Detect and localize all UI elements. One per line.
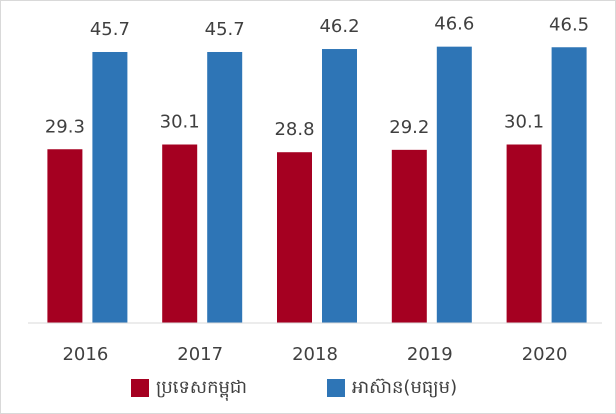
- data-label: 46.6: [434, 14, 474, 35]
- data-label: 30.1: [504, 112, 544, 133]
- data-label: 29.2: [389, 117, 429, 138]
- legend-swatch: [131, 379, 149, 397]
- x-tick-label: 2016: [62, 344, 108, 365]
- legend-label: អាស៊ាន(មធ្យម): [352, 377, 457, 398]
- bar: [207, 51, 243, 324]
- x-tick-label: 2017: [177, 344, 223, 365]
- bar: [506, 144, 542, 323]
- data-label: 45.7: [205, 19, 245, 40]
- data-label: 46.2: [319, 16, 359, 37]
- x-tick-label: 2018: [292, 344, 338, 365]
- x-tick-label: 2020: [522, 344, 568, 365]
- bar: [92, 51, 128, 324]
- legend-label: ប្រទេសកម្ពុជា: [156, 377, 247, 401]
- bar: [391, 149, 427, 323]
- bar: [322, 49, 357, 324]
- data-label: 45.7: [90, 19, 130, 40]
- x-tick-label: 2019: [407, 344, 453, 365]
- bar: [436, 46, 472, 324]
- bar: [551, 47, 587, 323]
- bar: [47, 149, 83, 323]
- data-label: 28.8: [274, 119, 314, 140]
- data-label: 46.5: [549, 14, 589, 35]
- bar: [162, 144, 198, 323]
- legend-swatch: [327, 379, 345, 397]
- data-label: 29.3: [45, 116, 85, 137]
- data-label: 30.1: [160, 112, 200, 133]
- bar: [277, 152, 312, 323]
